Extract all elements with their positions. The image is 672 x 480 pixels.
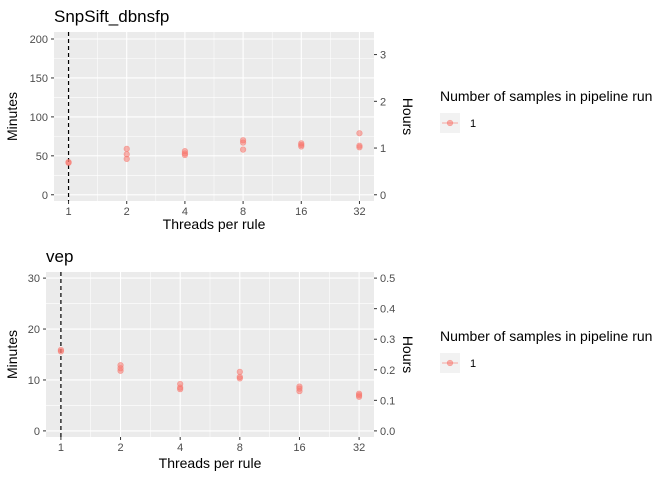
y2-tick-label: 0 [380,190,386,202]
data-point [239,146,247,153]
x-tick-label: 8 [237,442,243,454]
x-tick-label: 4 [182,206,188,218]
chart-panel-1: 0 50 100 150 200 0 1 2 3 1 2 4 8 16 32 SnpSift_dbnsfp Th… [4,7,416,232]
x-tick-label: 16 [295,206,307,218]
x-tick-label: 16 [293,442,305,454]
x-tick-label: 2 [117,442,123,454]
x-tick-label: 2 [124,206,130,218]
data-point [296,383,303,390]
data-point [65,158,72,166]
y-axis-title: Minutes [4,330,20,379]
y-tick-label: 50 [36,151,48,163]
x-axis-title: Threads per rule [163,216,266,232]
chart-title: SnpSift_dbnsfp [54,7,169,26]
y-tick-label: 0 [34,426,40,438]
x-tick-label: 1 [65,206,71,218]
data-point [239,137,247,144]
legend-key-point [446,359,454,367]
y-tick-label: 10 [28,375,40,387]
chart-title: vep [46,247,73,266]
legend-1: Number of samples in pipeline run 1 [440,88,652,133]
y-tick-label: 200 [30,34,48,46]
data-point [356,142,363,149]
data-point [177,380,184,388]
y2-axis-title: Hours [400,336,416,373]
y-tick-label: 150 [30,73,48,85]
data-point [181,148,189,155]
y2-tick-label: 0.3 [380,334,395,346]
x-tick-label: 8 [240,206,246,218]
y2-tick-label: 1 [380,143,386,155]
data-point [123,151,130,158]
legend-title: Number of samples in pipeline run [440,88,652,104]
data-point [117,362,124,369]
data-point [123,145,130,152]
data-point [298,140,305,147]
y2-tick-label: 3 [380,50,386,62]
legend-2: Number of samples in pipeline run 1 [440,328,652,373]
y2-tick-label: 0.5 [380,273,395,285]
y-tick-label: 20 [28,324,40,336]
legend-title: Number of samples in pipeline run [440,328,652,344]
x-tick-label: 32 [353,442,365,454]
legend-key-point [446,119,454,127]
y-tick-label: 30 [28,273,40,285]
x-tick-label: 1 [58,442,64,454]
x-axis-title: Threads per rule [159,455,262,471]
y-axis-title: Minutes [4,92,20,141]
y2-tick-label: 0.2 [380,365,395,377]
y2-tick-label: 2 [380,96,386,108]
legend-label: 1 [470,118,476,130]
y2-tick-label: 0.4 [380,304,395,316]
data-point [236,368,243,375]
x-tick-label: 32 [353,206,365,218]
data-point [236,373,243,381]
x-tick-label: 4 [177,442,183,454]
chart-panel-2: 0 10 20 30 0.0 0.1 0.2 0.3 0.4 0.5 1 2 4 8 16 32 vep Thre… [4,247,416,471]
data-point [356,130,363,137]
y2-tick-label: 0.0 [380,426,395,438]
y2-tick-label: 0.1 [380,395,395,407]
y-tick-label: 0 [42,190,48,202]
data-point [355,390,363,397]
legend-label: 1 [470,358,476,370]
y-tick-label: 100 [30,112,48,124]
data-point [57,346,65,354]
y2-axis-title: Hours [400,98,416,135]
